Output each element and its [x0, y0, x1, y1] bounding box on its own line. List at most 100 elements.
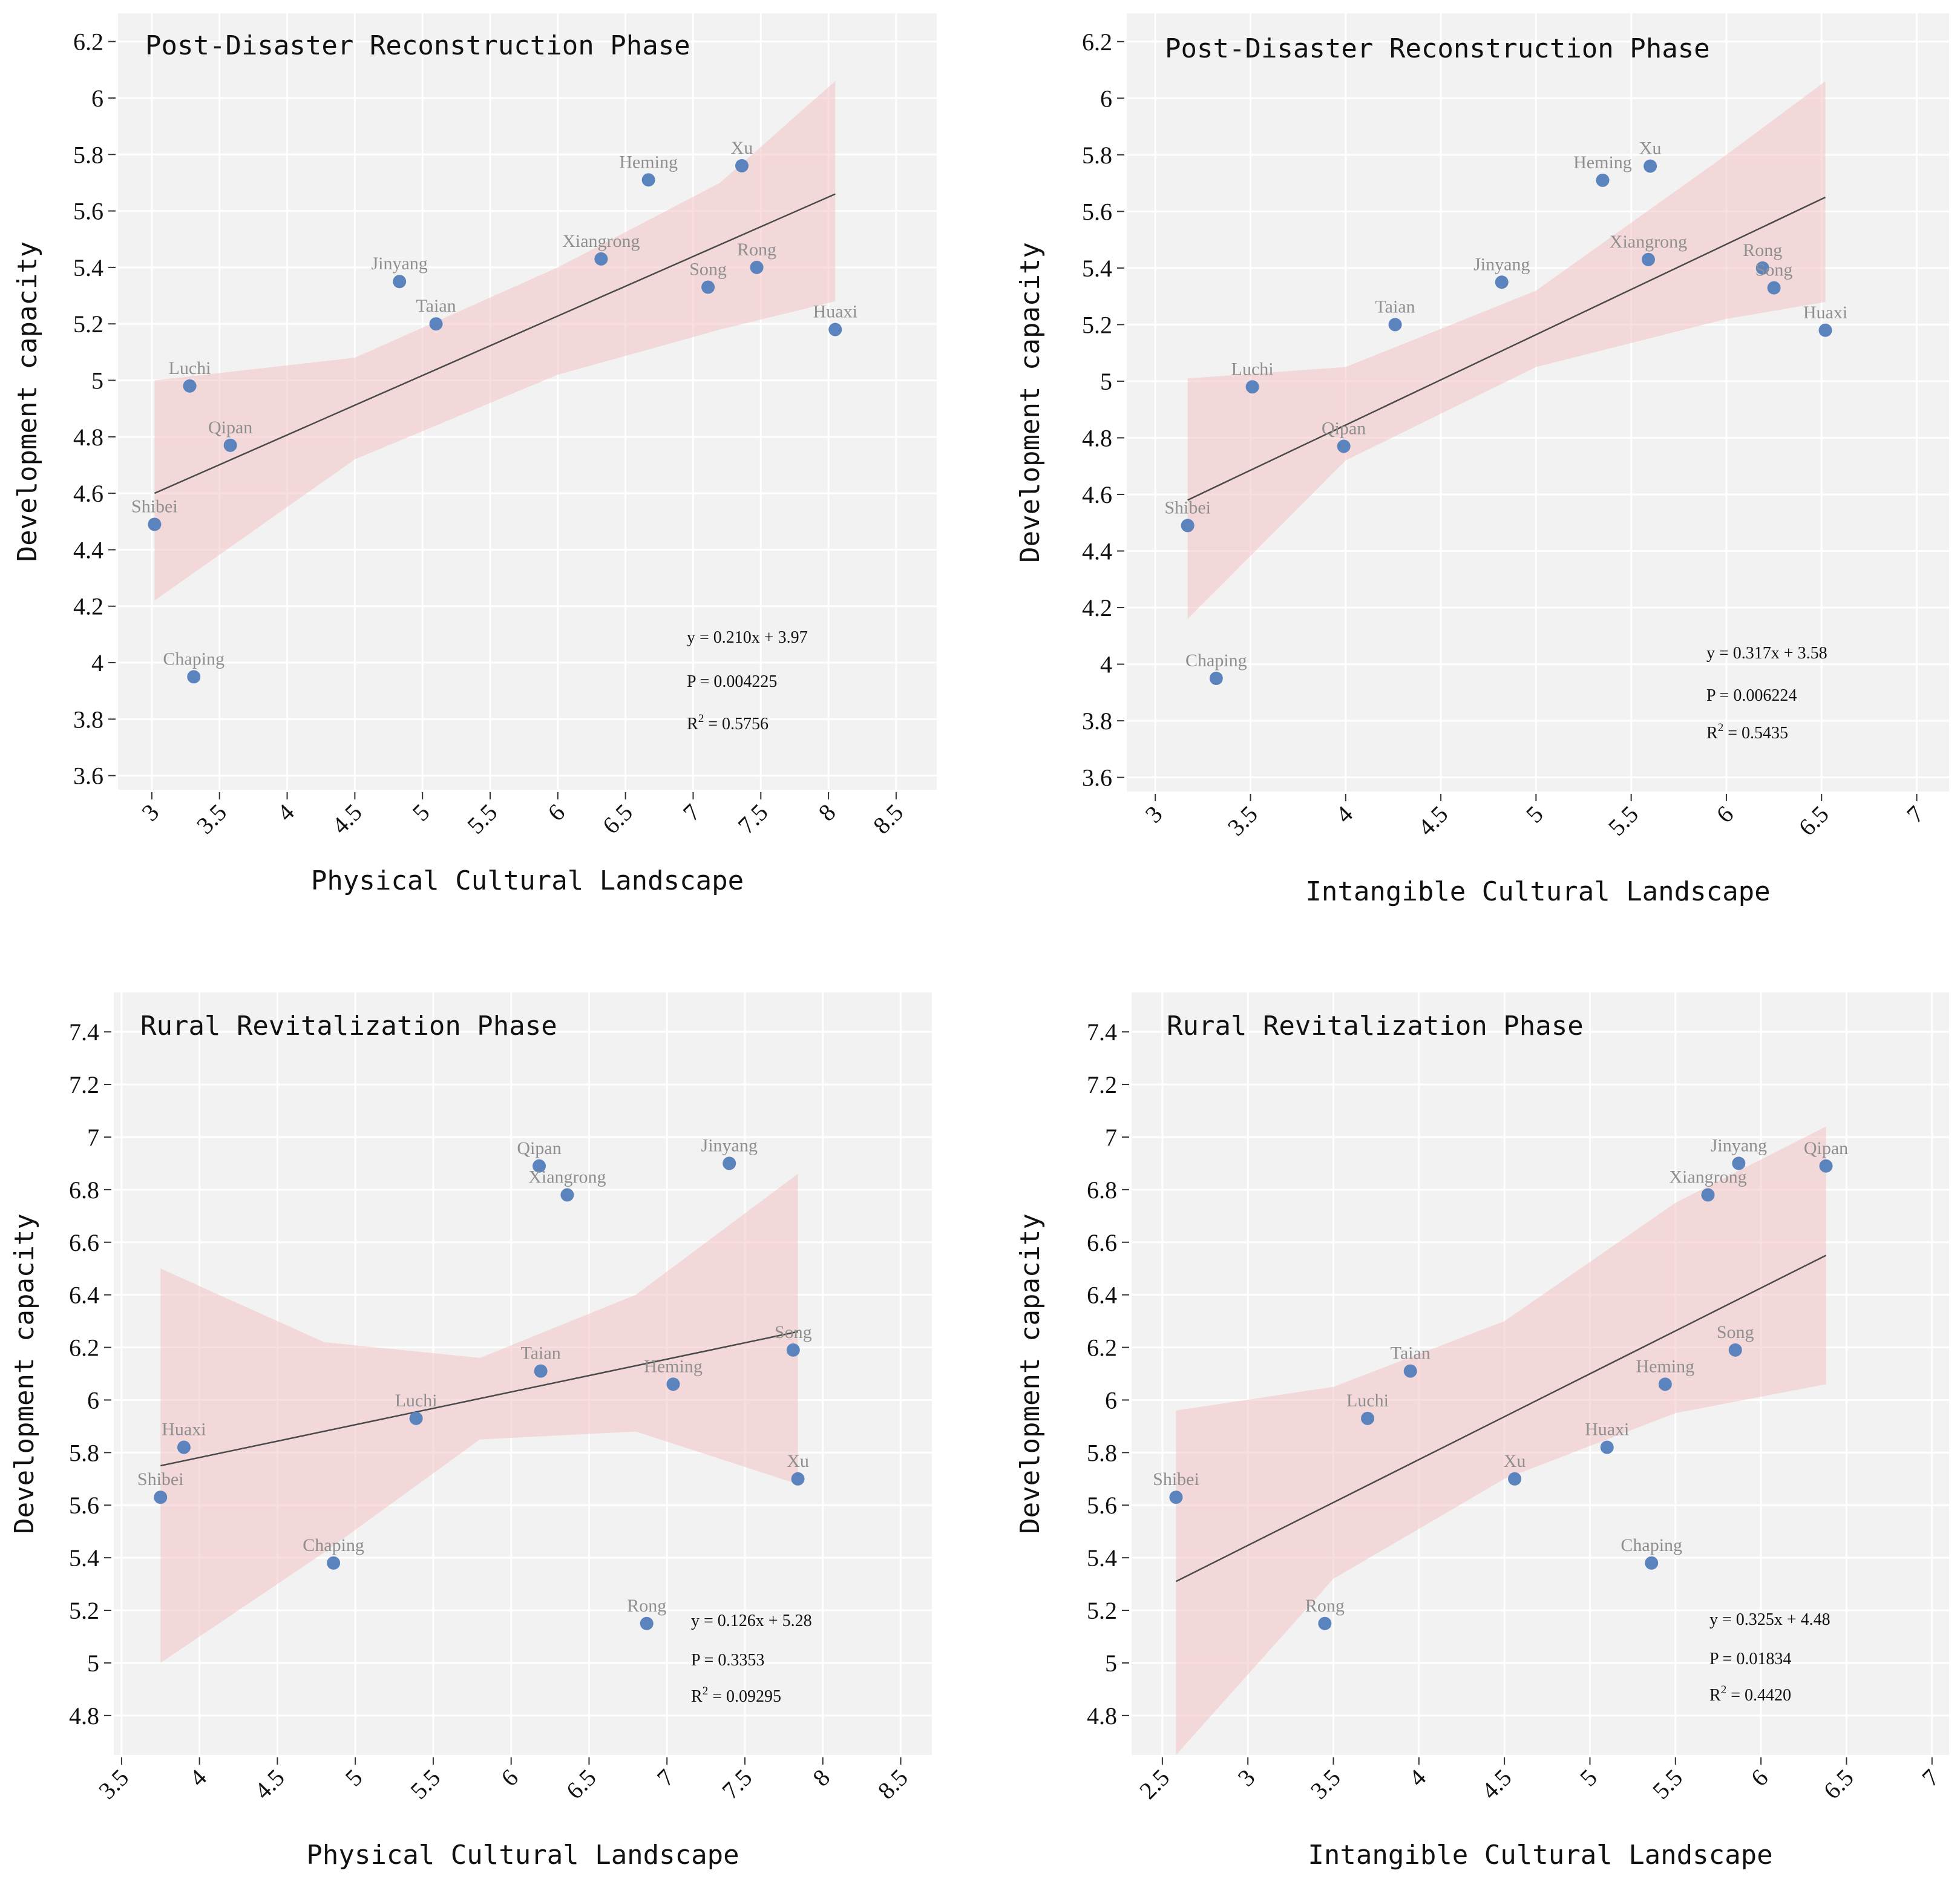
chart-panel-1: 3.6 3.8 4 4.2 4.4 4.6 4.8 5 5.2 5.4 5.6 5.8 6 6.2 3 3.5…: [12, 13, 937, 896]
x-tick-label: 4.5: [249, 1764, 290, 1805]
data-point: [1245, 380, 1259, 394]
x-tick-label: 7: [652, 1764, 680, 1792]
x-tick-label: 3: [136, 799, 164, 827]
x-axis-title: Intangible Cultural Landscape: [1305, 876, 1770, 907]
point-label: Shibei: [1153, 1469, 1199, 1489]
data-point: [177, 1440, 191, 1454]
data-point: [393, 275, 407, 289]
data-point: [791, 1472, 805, 1486]
x-tick-label: 6.5: [1818, 1764, 1859, 1805]
y-tick-label: 5.4: [69, 1544, 99, 1572]
panel-title: Post-Disaster Reconstruction Phase: [1165, 33, 1710, 64]
x-axis-title: Physical Cultural Landscape: [311, 865, 744, 896]
y-tick-label: 7.4: [69, 1018, 99, 1046]
y-tick-label: 5.8: [69, 1439, 99, 1466]
point-label: Xiangrong: [562, 231, 640, 251]
data-point: [148, 517, 162, 531]
x-tick-label: 5: [1521, 801, 1549, 828]
x-tick-label: 8: [807, 1764, 835, 1792]
confidence-band: [1187, 81, 1826, 619]
point-label: Chaping: [163, 649, 225, 669]
x-axis-title: Intangible Cultural Landscape: [1308, 1840, 1772, 1871]
x-tick-label: 7.5: [716, 1764, 757, 1805]
y-tick-label: 5.4: [73, 254, 103, 281]
data-point: [1388, 318, 1402, 332]
x-tick-label: 4: [1403, 1764, 1431, 1792]
data-point: [735, 159, 749, 172]
regression-equation: y = 0.126x + 5.28: [691, 1612, 812, 1630]
x-tick-label: 2.5: [1134, 1764, 1175, 1805]
y-tick-label: 6.6: [1087, 1229, 1117, 1256]
r-squared: R2 = 0.09295: [691, 1685, 781, 1706]
point-label: Taian: [1391, 1343, 1431, 1363]
data-point: [560, 1188, 574, 1202]
y-tick-label: 4.8: [73, 424, 103, 451]
data-point: [1508, 1472, 1522, 1486]
chart-panel-3: 4.8 5 5.2 5.4 5.6 5.8 6 6.2 6.4 6.6 6.8 7 7.2 7.4 3.5 4…: [9, 992, 932, 1871]
x-tick-label: 8.5: [868, 799, 908, 839]
x-tick-label: 3.5: [1222, 801, 1263, 841]
y-tick-label: 4.8: [1082, 424, 1112, 451]
chart-panel-4: 4.8 5 5.2 5.4 5.6 5.8 6 6.2 6.4 6.6 6.8 7 7.2 7.4 2.5 3…: [1015, 992, 1949, 1871]
data-point: [723, 1156, 736, 1170]
x-tick-label: 6: [1711, 801, 1739, 828]
point-label: Xu: [1639, 139, 1662, 159]
y-tick-label: 3.6: [73, 762, 103, 790]
point-label: Rong: [737, 240, 776, 260]
point-label: Huaxi: [1585, 1420, 1629, 1440]
x-tick-label: 7: [1901, 801, 1929, 828]
y-tick-label: 5.2: [1087, 1597, 1117, 1624]
data-point: [828, 323, 842, 336]
point-label: Qipan: [208, 418, 252, 438]
x-tick-label: 7: [678, 799, 706, 827]
point-label: Song: [1755, 260, 1793, 280]
confidence-band: [1176, 1126, 1826, 1755]
y-axis-title: Development capacity: [1015, 1213, 1046, 1534]
y-tick-label: 7: [87, 1124, 99, 1151]
y-tick-label: 5.2: [69, 1597, 99, 1624]
x-tick-label: 8.5: [873, 1764, 913, 1805]
point-label: Xu: [787, 1451, 809, 1471]
y-tick-label: 3.8: [1082, 707, 1112, 735]
point-label: Xu: [731, 138, 753, 158]
r-squared: R2 = 0.4420: [1709, 1684, 1791, 1705]
data-point: [1403, 1364, 1417, 1378]
regression-equation: y = 0.317x + 3.58: [1706, 644, 1827, 663]
y-tick-label: 7: [1105, 1124, 1117, 1151]
data-point: [640, 1616, 654, 1630]
data-point: [1819, 1159, 1833, 1173]
y-tick-label: 5.8: [1087, 1439, 1117, 1466]
point-label: Qipan: [517, 1138, 561, 1158]
confidence-band: [154, 80, 836, 601]
data-point: [1181, 519, 1195, 533]
point-label: Song: [689, 260, 727, 280]
panel-title: Post-Disaster Reconstruction Phase: [145, 30, 690, 61]
data-point: [533, 1159, 546, 1173]
r-squared: R2 = 0.5756: [687, 712, 769, 733]
point-label: Taian: [521, 1343, 561, 1363]
x-tick-label: 5: [1575, 1764, 1602, 1792]
y-tick-label: 4: [91, 649, 103, 677]
x-tick-label: 4.5: [1476, 1764, 1516, 1805]
point-label: Xu: [1504, 1451, 1526, 1471]
point-label: Qipan: [1804, 1138, 1848, 1158]
y-tick-label: 7.2: [69, 1071, 99, 1098]
y-tick-label: 6.2: [69, 1334, 99, 1362]
point-label: Rong: [1743, 240, 1782, 260]
x-tick-label: 5: [340, 1764, 368, 1792]
point-label: Rong: [627, 1596, 666, 1616]
y-tick-label: 5.8: [73, 141, 103, 168]
p-value: P = 0.006224: [1706, 686, 1797, 705]
x-tick-label: 5.5: [1647, 1764, 1688, 1805]
y-tick-label: 4.2: [73, 593, 103, 620]
data-point: [1755, 261, 1769, 275]
point-label: Taian: [1375, 297, 1415, 316]
y-tick-label: 5: [1100, 368, 1112, 395]
y-tick-label: 4: [1100, 651, 1112, 678]
point-label: Heming: [1636, 1356, 1694, 1376]
data-point: [1818, 323, 1832, 337]
panel-title: Rural Revitalization Phase: [140, 1011, 557, 1041]
point-label: Huaxi: [162, 1420, 206, 1440]
y-tick-label: 6.8: [1087, 1176, 1117, 1204]
